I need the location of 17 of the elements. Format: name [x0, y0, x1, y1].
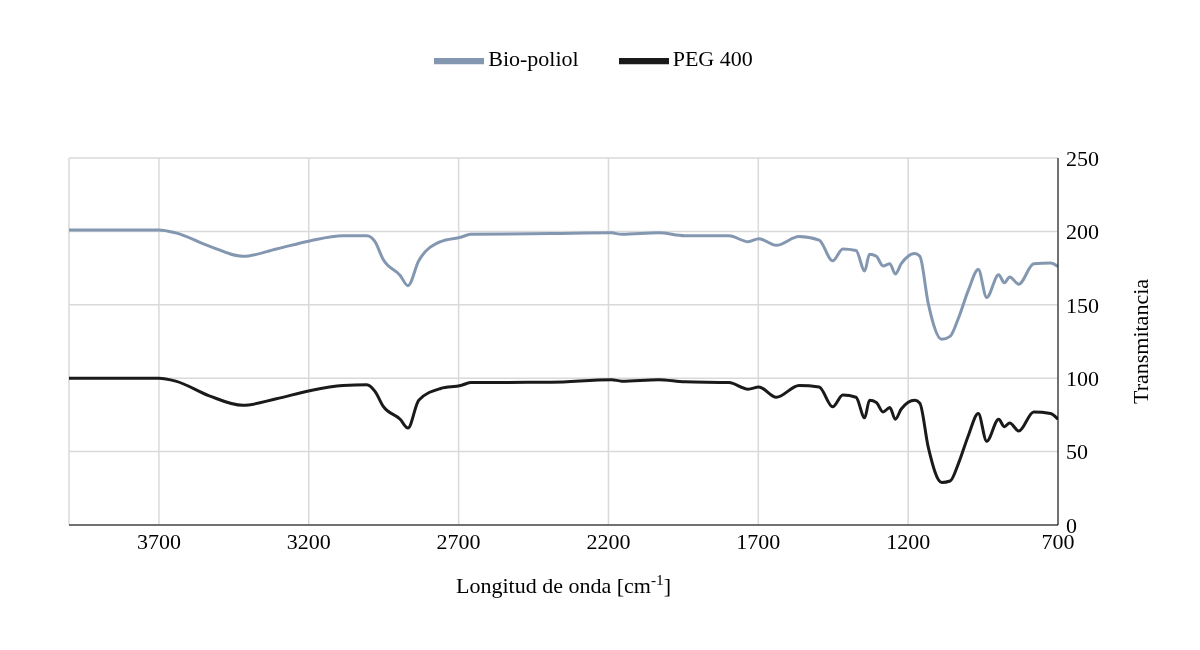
x-axis-title: Longitud de onda [cm$^{-1}$]	[455, 570, 672, 598]
x-tick-label: 3700	[136, 528, 181, 554]
x-tick-label: 1200	[886, 528, 931, 554]
line-series	[69, 376, 1058, 484]
x-tick-label: 3200	[286, 528, 331, 554]
line-series	[69, 228, 1058, 341]
y-tick-label: 100	[1066, 366, 1099, 392]
x-tick-label: 2700	[436, 528, 481, 554]
y-tick-label: 150	[1066, 292, 1099, 318]
y-tick-label: 50	[1066, 439, 1088, 465]
y-axis-title: Transmitancia	[1128, 278, 1153, 405]
y-tick-label: 200	[1066, 219, 1099, 245]
legend-label: Bio-poliol	[488, 46, 579, 72]
x-tick-label: 2200	[586, 528, 631, 554]
y-tick-label: 250	[1066, 145, 1099, 171]
legend-label: PEG 400	[672, 46, 753, 72]
x-tick-label: 1700	[736, 528, 781, 554]
